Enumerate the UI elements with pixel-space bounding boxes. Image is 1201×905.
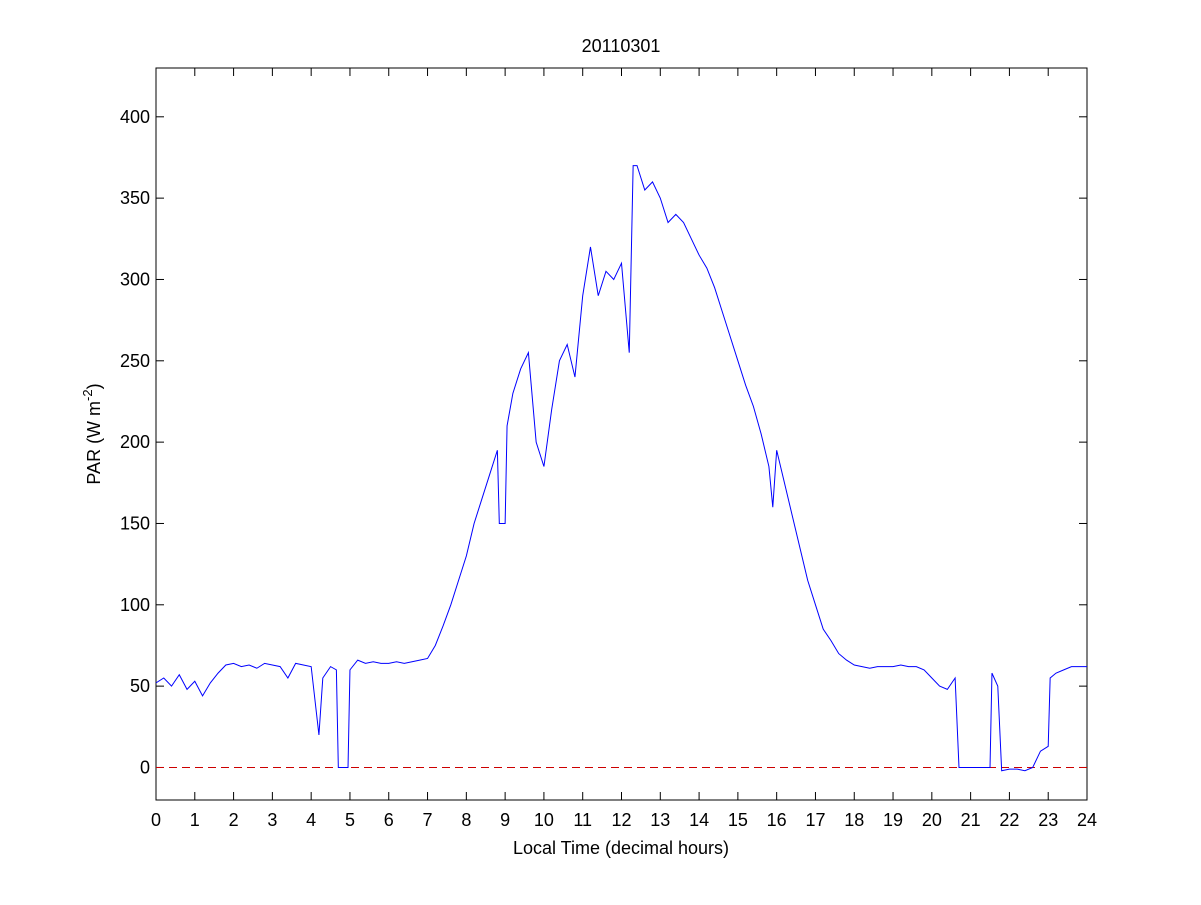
x-tick-label: 24	[1077, 810, 1097, 830]
y-label-base: PAR (W m	[84, 401, 104, 485]
x-tick-label: 5	[345, 810, 355, 830]
data-line	[155, 165, 1087, 772]
x-tick-label: 18	[844, 810, 864, 830]
y-axis-label: PAR (W m-2)	[80, 383, 104, 484]
x-tick-label: 7	[423, 810, 433, 830]
x-axis-label: Local Time (decimal hours)	[513, 838, 729, 858]
x-tick-label: 2	[229, 810, 239, 830]
y-tick-label: 350	[120, 188, 150, 208]
axes-box	[155, 67, 1088, 801]
x-tick-label: 4	[306, 810, 316, 830]
y-tick-label: 200	[120, 432, 150, 452]
y-tick-label: 300	[120, 269, 150, 289]
y-tick-label: 250	[120, 351, 150, 371]
x-tick-label: 10	[534, 810, 554, 830]
y-label-suffix: )	[84, 383, 104, 389]
x-tick-label: 1	[190, 810, 200, 830]
x-tick-label: 23	[1038, 810, 1058, 830]
x-tick-label: 3	[267, 810, 277, 830]
y-tick-label: 100	[120, 595, 150, 615]
y-tick-label: 0	[140, 757, 150, 777]
x-tick-label: 20	[922, 810, 942, 830]
x-tick-label: 9	[500, 810, 510, 830]
x-tick-label: 21	[961, 810, 981, 830]
x-tick-label: 16	[767, 810, 787, 830]
x-tick-label: 19	[883, 810, 903, 830]
x-tick-label: 12	[611, 810, 631, 830]
y-tick-label: 150	[120, 513, 150, 533]
y-tick-label: 50	[130, 676, 150, 696]
y-tick-label: 400	[120, 107, 150, 127]
x-tick-label: 0	[151, 810, 161, 830]
x-tick-label: 6	[384, 810, 394, 830]
x-tick-label: 13	[650, 810, 670, 830]
x-tick-label: 11	[573, 810, 592, 830]
x-tick-label: 14	[689, 810, 709, 830]
x-tick-label: 8	[461, 810, 471, 830]
x-tick-label: 22	[999, 810, 1019, 830]
chart-title: 20110301	[582, 36, 661, 56]
x-tick-label: 17	[805, 810, 825, 830]
x-tick-label: 15	[728, 810, 748, 830]
y-label-sup: -2	[80, 389, 95, 401]
